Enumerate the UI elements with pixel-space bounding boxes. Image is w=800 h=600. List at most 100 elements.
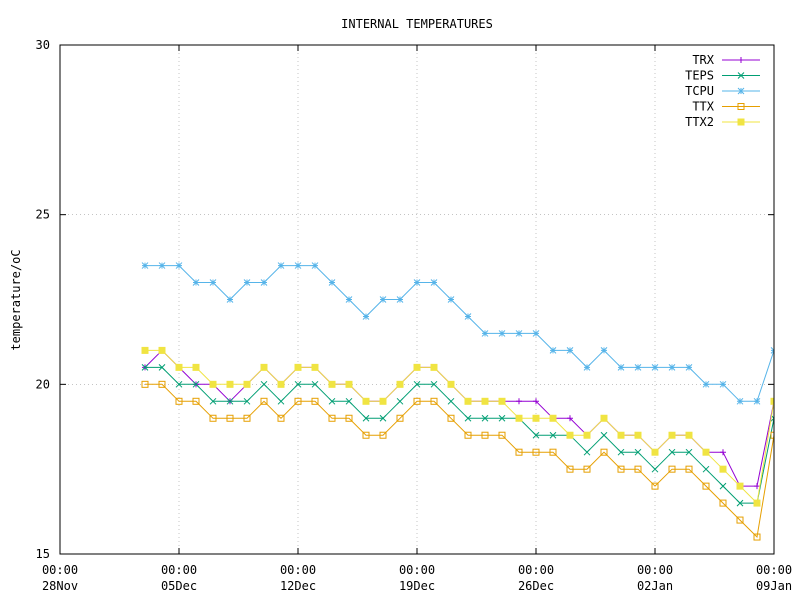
data-point	[243, 397, 251, 405]
data-point	[413, 380, 421, 388]
data-point	[243, 380, 251, 388]
data-point	[209, 380, 217, 388]
data-point	[634, 448, 642, 456]
data-point	[600, 431, 608, 439]
series-line-tcpu	[145, 265, 774, 402]
data-point	[567, 415, 573, 422]
legend-label: TTX	[692, 100, 714, 114]
data-point	[515, 448, 523, 456]
legend-label: TRX	[692, 53, 714, 67]
x-tick-date: 02Jan	[637, 579, 673, 593]
data-point	[498, 414, 506, 422]
data-point	[311, 363, 319, 371]
data-point	[158, 262, 166, 269]
x-tick-date: 12Dec	[280, 579, 316, 593]
data-point	[430, 380, 438, 388]
data-point	[158, 364, 166, 371]
data-point	[447, 414, 455, 422]
data-point	[294, 262, 302, 269]
data-point	[260, 397, 268, 405]
data-point	[294, 363, 302, 371]
legend-marker	[737, 118, 745, 126]
data-point	[736, 482, 744, 490]
data-point	[583, 448, 591, 456]
data-point	[141, 380, 149, 388]
data-point	[549, 347, 557, 354]
data-point	[720, 449, 726, 456]
data-point	[481, 330, 489, 337]
data-point	[464, 397, 472, 405]
data-point	[753, 533, 761, 541]
legend-marker	[737, 72, 745, 79]
series-line-ttx	[145, 383, 774, 539]
data-point	[753, 397, 761, 405]
x-tick-time: 00:00	[399, 563, 435, 577]
x-tick-time: 00:00	[42, 563, 78, 577]
data-point	[549, 431, 557, 439]
data-point	[651, 448, 659, 456]
data-point	[192, 363, 200, 371]
data-point	[533, 398, 539, 405]
legend-marker	[737, 103, 745, 110]
chart-title: INTERNAL TEMPERATURES	[341, 17, 493, 31]
data-point	[736, 397, 744, 405]
data-point	[566, 347, 574, 354]
data-point	[617, 448, 625, 456]
data-point	[141, 262, 149, 269]
legend-marker	[737, 87, 745, 95]
series-tcpu	[141, 262, 774, 405]
data-point	[328, 380, 336, 388]
data-point	[396, 380, 404, 388]
data-point	[668, 448, 676, 456]
data-point	[702, 465, 710, 473]
data-point	[532, 448, 540, 456]
data-point	[328, 414, 336, 422]
data-point	[294, 397, 302, 405]
data-point	[770, 397, 774, 405]
data-point	[379, 397, 387, 405]
data-point	[141, 364, 149, 371]
data-point	[481, 431, 489, 439]
grid	[60, 45, 774, 554]
data-point	[651, 465, 659, 473]
legend-label: TEPS	[685, 69, 714, 83]
data-point	[311, 397, 319, 405]
data-point	[413, 279, 421, 286]
data-point	[447, 296, 455, 303]
data-point	[566, 465, 574, 473]
data-point	[583, 465, 591, 473]
data-point	[192, 380, 200, 388]
data-point	[600, 347, 608, 354]
data-point	[498, 431, 506, 439]
data-point	[345, 397, 353, 405]
data-point	[634, 465, 642, 473]
data-point	[685, 448, 693, 456]
data-point	[498, 397, 506, 405]
data-point	[209, 397, 217, 405]
data-point	[464, 313, 472, 320]
data-point	[158, 380, 166, 388]
data-point	[668, 465, 676, 473]
data-point	[532, 431, 540, 439]
data-point	[702, 380, 710, 388]
data-point	[362, 431, 370, 439]
data-point	[430, 279, 438, 286]
x-tick-time: 00:00	[637, 563, 673, 577]
data-point	[277, 262, 285, 269]
data-point	[345, 414, 353, 422]
data-point	[736, 499, 744, 507]
data-point	[532, 330, 540, 337]
data-point	[719, 380, 727, 388]
data-point	[600, 414, 608, 422]
data-point	[736, 516, 744, 524]
data-point	[770, 431, 774, 439]
data-point	[702, 482, 710, 490]
data-point	[362, 397, 370, 405]
data-point	[379, 414, 387, 422]
data-point	[464, 431, 472, 439]
data-point	[379, 431, 387, 439]
data-point	[498, 330, 506, 337]
data-point	[175, 262, 183, 269]
y-tick-label: 30	[36, 38, 50, 52]
data-point	[226, 397, 234, 405]
